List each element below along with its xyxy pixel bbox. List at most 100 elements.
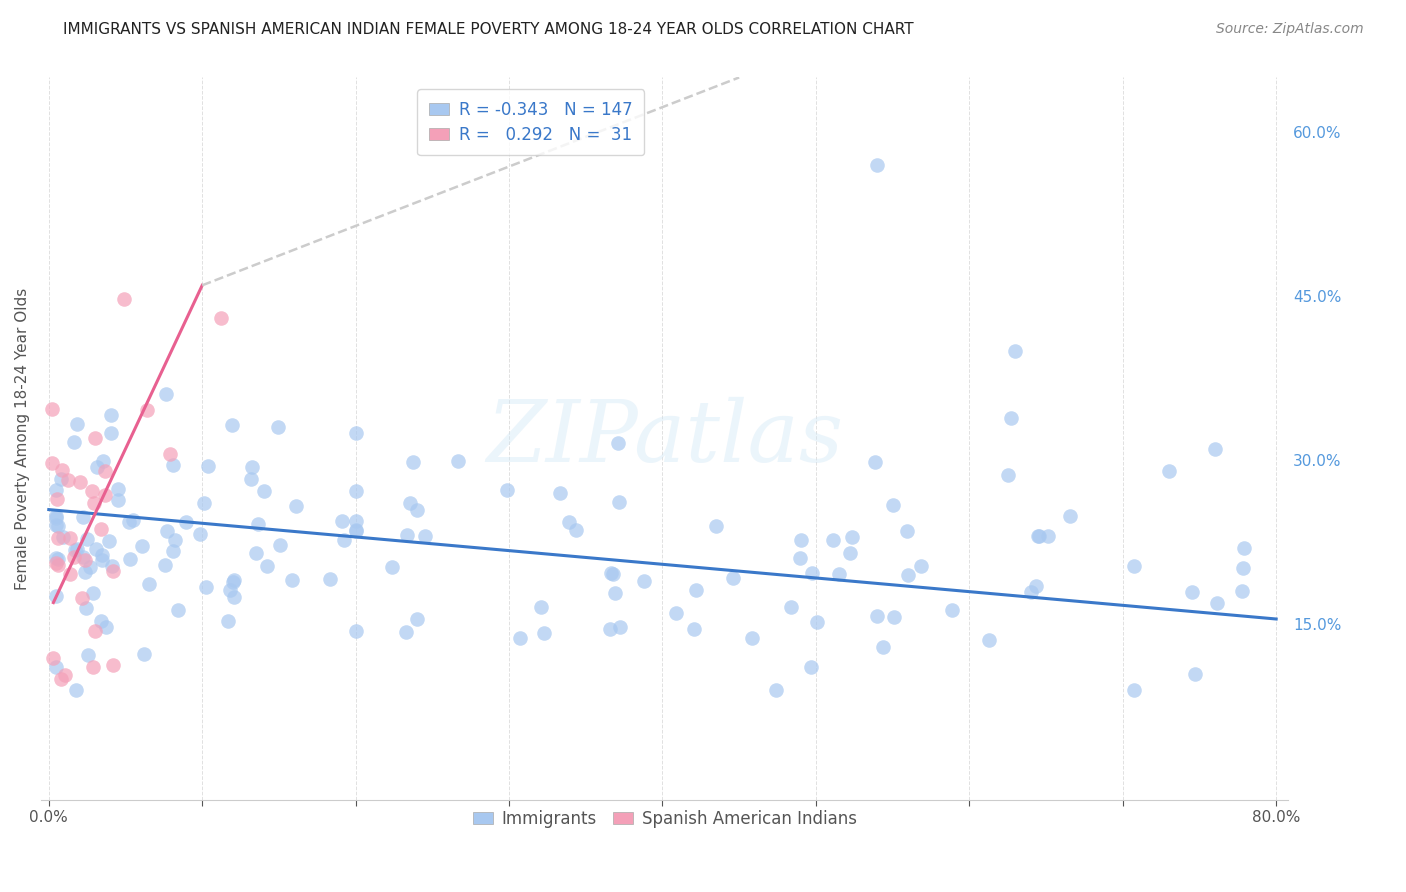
Point [605, 586, 627, 600]
Point [1004, 343, 1026, 358]
Point [65, 541, 87, 556]
Point [136, 402, 159, 417]
Point [42, 651, 65, 665]
Point [800, 660, 823, 674]
Point [823, 533, 845, 548]
Point [806, 615, 828, 630]
Point [46, 531, 69, 545]
Point [45, 589, 67, 603]
Point [790, 533, 813, 548]
Text: Source: ZipAtlas.com: Source: ZipAtlas.com [1216, 22, 1364, 37]
Point [683, 622, 706, 636]
Point [45, 518, 67, 533]
Point [1028, 529, 1050, 543]
Point [381, 560, 404, 574]
Point [217, 615, 239, 629]
Point [721, 571, 744, 585]
Point [45, 510, 67, 524]
Point [63, 543, 86, 558]
Point [609, 619, 631, 633]
Point [253, 483, 276, 498]
Point [1000, 411, 1022, 425]
Point [344, 484, 367, 499]
Point [45, 509, 67, 524]
Point [45, 551, 67, 566]
Point [131, 539, 153, 553]
Point [155, 558, 177, 572]
Point [165, 533, 187, 548]
Point [75, 601, 97, 615]
Point [941, 603, 963, 617]
Point [1232, 561, 1254, 575]
Point [86, 542, 108, 557]
Point [59, 532, 82, 546]
Point [224, 573, 246, 587]
Point [1019, 585, 1042, 599]
Legend: Immigrants, Spanish American Indians: Immigrants, Spanish American Indians [467, 803, 863, 835]
Point [82, 483, 104, 498]
Point [1233, 541, 1256, 556]
Point [496, 483, 519, 498]
Point [402, 455, 425, 469]
Point [84, 431, 107, 445]
Point [53, 667, 76, 681]
Point [281, 573, 304, 587]
Point [240, 460, 263, 475]
Point [1230, 583, 1253, 598]
Point [607, 436, 630, 450]
Point [221, 418, 243, 433]
Point [41, 401, 63, 416]
Point [910, 558, 932, 573]
Point [704, 519, 727, 533]
Point [209, 311, 232, 326]
Point [330, 514, 353, 528]
Point [1181, 585, 1204, 599]
Point [607, 494, 630, 508]
Point [91, 548, 114, 562]
Point [344, 425, 367, 440]
Point [45, 556, 67, 570]
Point [447, 453, 470, 467]
Point [63, 549, 86, 564]
Point [107, 482, 129, 496]
Point [107, 493, 129, 508]
Point [872, 640, 894, 655]
Point [1184, 667, 1206, 681]
Point [558, 515, 581, 529]
Point [76, 532, 98, 546]
Point [1059, 508, 1081, 523]
Point [100, 408, 122, 422]
Point [344, 523, 367, 537]
Point [72, 591, 94, 606]
Point [94, 620, 117, 634]
Y-axis label: Female Poverty Among 18-24 Year Olds: Female Poverty Among 18-24 Year Olds [15, 287, 30, 590]
Point [69, 475, 91, 490]
Point [633, 574, 655, 588]
Point [395, 625, 418, 640]
Point [45, 483, 67, 497]
Point [86, 459, 108, 474]
Point [97, 533, 120, 548]
Point [82, 586, 104, 600]
Point [101, 559, 124, 574]
Point [509, 631, 531, 645]
Point [41, 456, 63, 470]
Point [344, 514, 367, 528]
Point [399, 496, 422, 510]
Point [602, 567, 624, 582]
Point [162, 544, 184, 558]
Point [65, 683, 87, 698]
Point [599, 622, 621, 636]
Point [56, 473, 79, 487]
Point [63, 435, 86, 450]
Point [84, 624, 107, 638]
Point [897, 568, 920, 582]
Point [395, 527, 418, 541]
Point [344, 524, 367, 538]
Point [256, 559, 278, 574]
Point [977, 632, 1000, 647]
Point [599, 566, 621, 580]
Point [224, 590, 246, 604]
Point [530, 599, 553, 614]
Point [197, 458, 219, 473]
